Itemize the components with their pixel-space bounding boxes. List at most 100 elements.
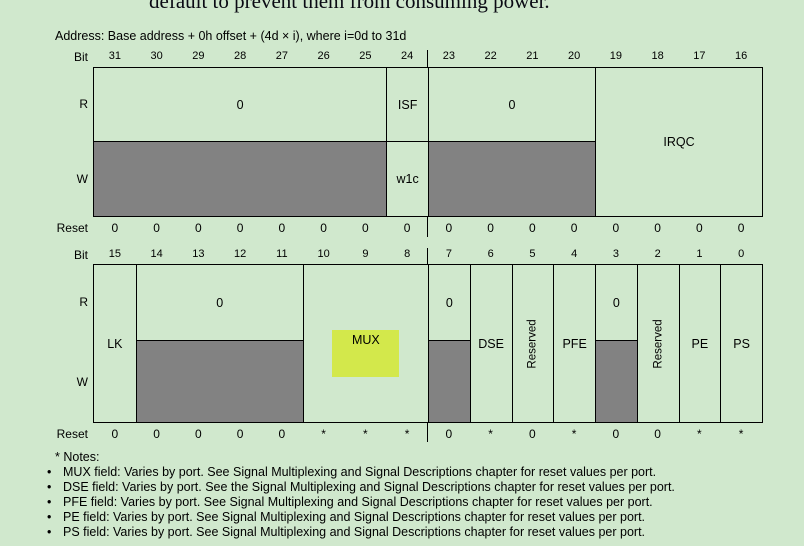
- reset-values-low: 0 0 0 0 0 * * * 0 * 0 * 0 0 * *: [94, 427, 762, 441]
- bit-number: 22: [484, 50, 497, 62]
- byte-divider-line: [427, 423, 428, 442]
- bit-number: 30: [150, 50, 163, 62]
- paragraph-fragment: default to prevent them from consuming p…: [149, 0, 550, 13]
- reset-value: 0: [195, 427, 202, 441]
- byte-divider-line: [427, 217, 428, 237]
- reset-value: 0: [362, 221, 369, 235]
- bullet-icon: •: [47, 480, 52, 494]
- reset-value: 0: [236, 221, 244, 235]
- bit-row-label-high: Bit: [73, 50, 88, 64]
- reset-value: 0: [195, 221, 202, 235]
- note-text: PFE field: Varies by port. See Signal Mu…: [63, 495, 653, 509]
- bit-number: 19: [609, 50, 622, 62]
- field-dse: DSE: [469, 265, 512, 422]
- note-item-pe: • PE field: Varies by port. See Signal M…: [47, 510, 675, 525]
- bit-number: 21: [526, 50, 539, 62]
- field-bits14-11-write-reserved: [135, 340, 303, 422]
- reset-value: 0: [445, 221, 453, 235]
- note-item-pfe: • PFE field: Varies by port. See Signal …: [47, 495, 675, 510]
- bit-number: 17: [693, 50, 706, 62]
- bit-number: 8: [404, 248, 411, 260]
- bit-numbers-low: 15 14 13 12 11 10 9 8 7 6 5 4 3 2 1 0: [94, 248, 762, 260]
- reset-value: 0: [153, 427, 160, 441]
- bit-number: 28: [234, 50, 247, 62]
- bullet-icon: •: [47, 510, 52, 524]
- mux-highlight: MUX: [332, 330, 400, 377]
- notes-header: * Notes:: [55, 450, 100, 464]
- bit-numbers-high: 31 30 29 28 27 26 25 24 23 22 21 20 19 1…: [94, 50, 762, 62]
- field-pfe: PFE: [553, 265, 595, 422]
- bit-number: 1: [696, 248, 703, 260]
- reset-value: 0: [696, 221, 703, 235]
- bit-number: 18: [651, 50, 664, 62]
- bit-number: 20: [568, 50, 581, 62]
- note-item-dse: • DSE field: Varies by port. See the Sig…: [47, 480, 675, 495]
- reset-value: 0: [654, 221, 661, 235]
- reset-value: 0: [487, 221, 494, 235]
- reset-value: 0: [111, 427, 119, 441]
- bit-number: 4: [571, 248, 578, 260]
- register-diagram-high: 0 ISF w1c 0 IRQC: [93, 67, 763, 217]
- register-diagram-low: LK 0 MUX 0 DSE Reserved PFE 0 Reserved P…: [93, 264, 763, 423]
- reserved-label: Reserved: [526, 318, 539, 369]
- reset-values-high: 0 0 0 0 0 0 0 0 0 0 0 0 0 0 0 0: [94, 221, 762, 235]
- reset-value: *: [404, 427, 410, 441]
- field-pe: PE: [678, 265, 721, 422]
- note-text: MUX field: Varies by port. See Signal Mu…: [63, 465, 657, 479]
- note-item-mux: • MUX field: Varies by port. See Signal …: [47, 465, 675, 480]
- field-isf-write: w1c: [386, 141, 428, 216]
- note-text: DSE field: Varies by port. See the Signa…: [63, 480, 675, 494]
- bit-number: 12: [234, 248, 247, 260]
- reset-value: 0: [153, 221, 160, 235]
- reset-value: *: [697, 427, 702, 441]
- note-item-ps: • PS field: Varies by port. See Signal M…: [47, 525, 675, 540]
- reset-value: 0: [737, 221, 745, 235]
- bit-number: 3: [612, 248, 619, 260]
- field-bits31-25-write-reserved: [94, 141, 387, 216]
- write-row-label-high: W: [76, 171, 88, 186]
- field-reserved-bit2: Reserved: [636, 265, 679, 422]
- bit-number: 16: [735, 50, 748, 62]
- field-isf-read: ISF: [386, 68, 428, 141]
- reset-value: *: [363, 427, 368, 441]
- read-row-label-high: R: [79, 96, 88, 111]
- bullet-icon: •: [47, 465, 52, 479]
- bit-number: 7: [445, 248, 452, 260]
- bit-number: 9: [362, 248, 369, 260]
- reset-value: 0: [445, 427, 453, 441]
- field-ps: PS: [720, 265, 762, 422]
- field-bit3-write-reserved: [595, 340, 637, 422]
- reset-value: 0: [654, 427, 661, 441]
- write-row-label-low: W: [76, 374, 88, 389]
- bit-number: 27: [275, 50, 288, 62]
- notes-section: * Notes: • MUX field: Varies by port. Se…: [47, 450, 675, 540]
- bit-number: 6: [487, 248, 494, 260]
- address-line: Address: Base address + 0h offset + (4d …: [55, 29, 407, 43]
- byte-divider-line: [427, 248, 428, 264]
- bullet-icon: •: [47, 495, 52, 509]
- bit-row-label-low: Bit: [73, 248, 88, 262]
- bit-number: 25: [359, 50, 372, 62]
- reset-value: 0: [612, 221, 620, 235]
- bit-number: 24: [401, 50, 414, 62]
- bit-number: 23: [442, 50, 455, 62]
- byte-divider-line: [427, 50, 428, 67]
- reset-value: 0: [278, 221, 286, 235]
- read-row-label-low: R: [79, 294, 88, 309]
- bit-number: 0: [738, 248, 745, 260]
- field-bits31-25-read: 0: [236, 97, 244, 112]
- reset-value: 0: [236, 427, 244, 441]
- reset-value: *: [321, 427, 326, 441]
- field-irqc: IRQC: [595, 68, 762, 216]
- reset-row-label-low: Reset: [56, 427, 88, 441]
- reset-row-label-high: Reset: [56, 221, 88, 235]
- field-bits23-20-write-reserved: [428, 141, 595, 216]
- bit-number: 14: [150, 248, 163, 260]
- reset-value: 0: [278, 427, 286, 441]
- field-bit3-read: 0: [595, 265, 637, 340]
- reset-value: 0: [111, 221, 119, 235]
- field-bits23-20-read: 0: [428, 68, 595, 141]
- field-mux: MUX: [302, 265, 428, 422]
- reserved-label: Reserved: [652, 318, 665, 369]
